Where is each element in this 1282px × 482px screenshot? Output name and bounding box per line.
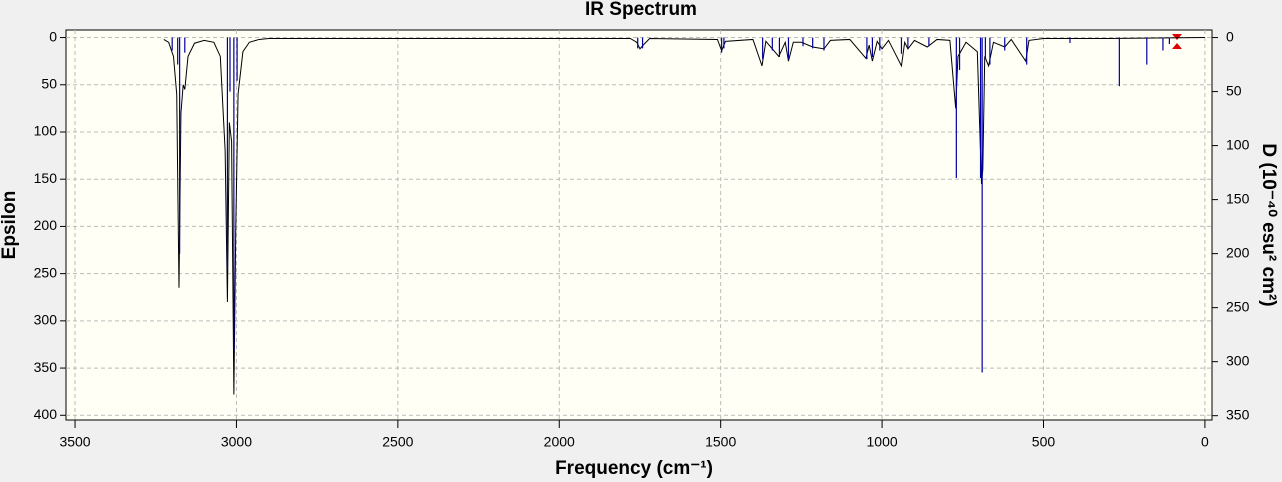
y2-axis-label: D (10⁻⁴⁰ esu² cm²) xyxy=(1258,143,1279,306)
plot-area xyxy=(65,29,1213,421)
y-tick-label: 100 xyxy=(34,123,58,139)
y2-tick-label: 100 xyxy=(1226,136,1250,152)
x-tick-label: 500 xyxy=(1032,434,1056,450)
marker-bottom[interactable] xyxy=(1172,43,1182,49)
x-tick-label: 3500 xyxy=(59,434,90,450)
y-tick-label: 50 xyxy=(41,75,57,91)
y2-tick-label: 150 xyxy=(1226,190,1250,206)
x-tick-label: 1000 xyxy=(867,434,898,450)
marker-top[interactable] xyxy=(1172,34,1182,40)
y2-tick-label: 350 xyxy=(1226,406,1250,422)
x-tick-label: 3000 xyxy=(221,434,252,450)
chart-title: IR Spectrum xyxy=(585,0,697,20)
y2-tick-label: 0 xyxy=(1226,28,1234,44)
y-tick-label: 150 xyxy=(34,170,58,186)
marker[interactable] xyxy=(1172,34,1182,49)
y-tick-label: 200 xyxy=(34,217,58,233)
spectrum-line xyxy=(163,37,1205,395)
y2-tick-label: 50 xyxy=(1226,82,1242,98)
x-axis-label: Frequency (cm⁻¹) xyxy=(555,458,713,479)
y-tick-label: 400 xyxy=(34,406,58,422)
y2-tick-label: 200 xyxy=(1226,244,1250,260)
x-tick-label: 1500 xyxy=(705,434,736,450)
y-tick-label: 300 xyxy=(34,312,58,328)
y2-tick-label: 250 xyxy=(1226,298,1250,314)
y-tick-label: 250 xyxy=(34,264,58,280)
y2-tick-label: 300 xyxy=(1226,352,1250,368)
y-tick-label: 350 xyxy=(34,359,58,375)
x-tick-label: 2500 xyxy=(382,434,413,450)
y-axis-label: Epsilon xyxy=(0,191,20,260)
y-tick-label: 0 xyxy=(49,28,57,44)
x-tick-label: 0 xyxy=(1201,434,1209,450)
x-tick-label: 2000 xyxy=(544,434,575,450)
